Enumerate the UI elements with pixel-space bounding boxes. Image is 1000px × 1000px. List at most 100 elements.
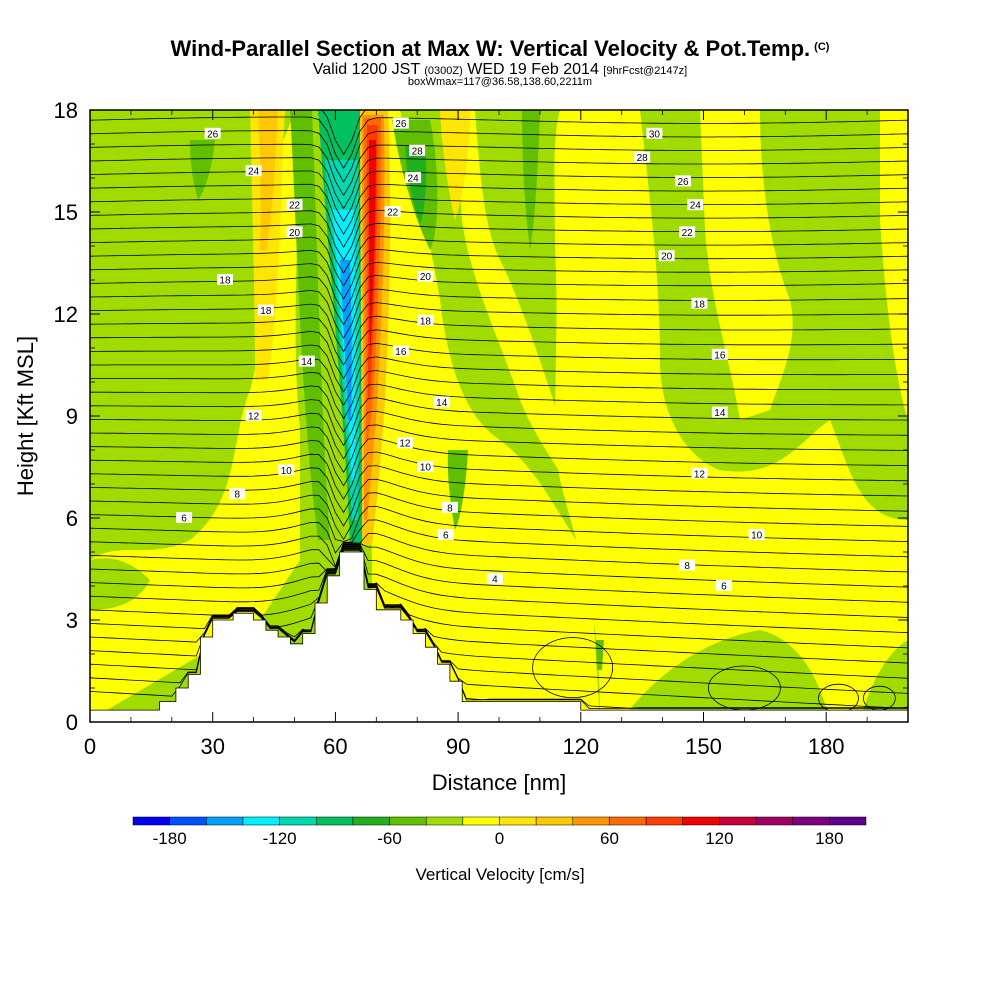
colorbar-swatch (316, 816, 354, 826)
isentrope-label: 12 (245, 410, 262, 423)
isentrope-line (90, 437, 908, 487)
isentrope-label: 20 (286, 226, 303, 239)
isentrope-label-bg (278, 464, 295, 476)
isentrope-label-bg (396, 437, 413, 449)
velocity-region-moderate-down (522, 110, 540, 250)
isentrope-label-bg (634, 151, 651, 163)
x-axis-title: Distance [nm] (432, 770, 567, 795)
isentrope-label-text: 8 (684, 561, 690, 572)
isentrope-label: 20 (417, 270, 434, 283)
subtitle-valid: Valid 1200 JST (312, 61, 425, 78)
isentrope-label: 10 (748, 529, 765, 542)
isentrope-line (90, 356, 908, 406)
isentrope-line (90, 544, 908, 618)
velocity-region-strong-down (340, 260, 352, 420)
isentropes (90, 110, 908, 713)
isentrope-label-bg (675, 175, 692, 187)
isentrope-label-text: 22 (289, 201, 301, 212)
velocity-region-weak-up (880, 110, 908, 420)
chart-subtitle: Valid 1200 JST (0300Z) WED 19 Feb 2014 [… (0, 61, 1000, 79)
x-tick-label: 120 (562, 734, 599, 759)
isentrope-line (90, 492, 908, 541)
isentrope-label-bg (691, 297, 708, 309)
isentrope-label-bg (711, 348, 728, 360)
subtitle-forecast: [9hrFcst@2147z] (603, 65, 688, 77)
isentrope-label-bg (486, 573, 503, 585)
isentrope-label-bg (245, 410, 262, 421)
isentrope-line (90, 370, 908, 420)
colorbar-tick-label: 0 (495, 829, 504, 848)
isentrope-label: 6 (176, 512, 193, 525)
isentrope-label: 26 (675, 175, 692, 188)
isentrope-line (90, 342, 908, 393)
isentrope-label-bg (433, 396, 450, 408)
colorbar-swatch (755, 816, 793, 826)
isentrope-label-bg (748, 529, 765, 540)
isentrope-label-text: 6 (443, 531, 449, 542)
isentrope-line (90, 543, 908, 603)
isentrope-line (90, 235, 908, 287)
isentrope-label-bg (417, 270, 434, 282)
subtitle-date: WED 19 Feb 2014 (462, 61, 604, 78)
isentrope-label: 24 (245, 165, 262, 178)
colorbar-swatch (206, 816, 244, 826)
isentrope-label: 22 (384, 206, 401, 219)
isentrope-line (90, 543, 908, 588)
isentrope-label-text: 18 (694, 299, 706, 310)
isentrope-label-text: 18 (420, 316, 432, 327)
isentrope-label: 6 (437, 529, 454, 542)
isentrope-label-text: 16 (395, 347, 407, 358)
isentrope-label-text: 14 (301, 357, 313, 368)
colorbar-swatch (682, 816, 720, 826)
isentrope-label: 26 (204, 127, 221, 140)
subtitle-zulu: (0300Z) (424, 65, 463, 77)
colorbar-tick-label: 120 (705, 829, 733, 848)
isentrope-line (90, 519, 908, 558)
y-tick-label: 0 (66, 710, 78, 735)
isentrope-label-bg (679, 559, 696, 571)
y-tick-label: 9 (66, 404, 78, 429)
isentrope-label-bg (711, 406, 728, 418)
isentrope-line (90, 222, 908, 274)
isentrope-line (90, 329, 908, 380)
isentrope-label-text: 22 (387, 208, 399, 219)
chart-box-info: boxWmax=117@36.58,138.60,2211m (407, 76, 593, 88)
velocity-region-weak-up (700, 110, 793, 420)
isentrope-label-bg (229, 488, 246, 500)
isentrope-line (90, 288, 908, 339)
colorbar-swatch (609, 816, 647, 826)
y-tick-label: 3 (66, 608, 78, 633)
isentrope-line (90, 546, 908, 664)
colorbar-swatch (572, 816, 610, 826)
velocity-region-moderate-down (290, 110, 330, 540)
isentrope-label: 6 (715, 580, 732, 593)
isentrope-label-bg (417, 461, 434, 472)
isentrope-line (90, 183, 908, 236)
isentrope-line (90, 302, 908, 353)
isentrope-label-bg (691, 467, 708, 479)
y-axis-title: Height [Kft MSL] (13, 336, 38, 496)
isentrope-label: 14 (433, 396, 450, 409)
isentrope-label-bg (298, 355, 315, 367)
isentrope-label-text: 10 (420, 463, 432, 474)
colorbar-swatch (389, 816, 427, 826)
isentrope-label-text: 26 (677, 177, 689, 188)
isentrope-label: 28 (409, 144, 426, 157)
isentrope-label-bg (679, 226, 696, 238)
isentrope-label: 16 (392, 345, 409, 358)
isentrope-line (90, 143, 908, 197)
isentrope-label-bg (384, 206, 401, 217)
plot-area: 26 24 22 20 18 18 14 12 10 8 6 26 28 24 22 20 18 16 14 12 10… (90, 110, 908, 722)
isentrope-label-text: 12 (248, 412, 260, 423)
colorbar-title: Vertical Velocity [cm/s] (415, 865, 584, 884)
x-tick-label: 0 (84, 734, 96, 759)
isentrope-label: 16 (711, 348, 728, 361)
isentrope-label-text: 30 (649, 129, 661, 140)
isentrope-label-text: 6 (181, 514, 187, 525)
colorbar-swatch (425, 816, 464, 826)
chart-title-mark: (C) (814, 41, 830, 53)
isentrope-label: 18 (417, 314, 434, 327)
isentrope-label-bg (286, 199, 303, 211)
isentrope-label-text: 8 (234, 490, 240, 501)
isentrope-line (90, 261, 908, 313)
